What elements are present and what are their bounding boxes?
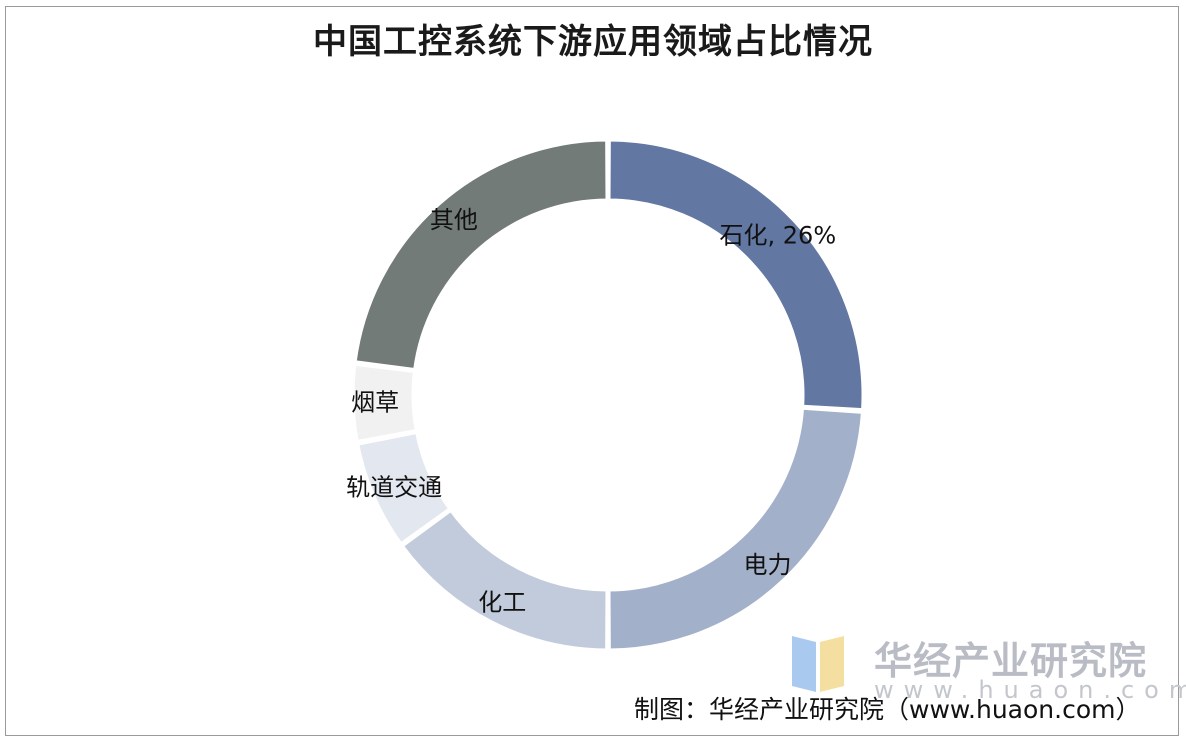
watermark: 华经产业研究院 www.huaon.com [790, 630, 1186, 704]
donut-slice-电力 [607, 406, 865, 652]
donut-slice-轨道交通 [356, 430, 452, 546]
source-credit: 制图：华经产业研究院（www.huaon.com） [634, 695, 1141, 724]
slice-label-电力: 电力 [743, 551, 791, 579]
donut-slice-烟草 [351, 362, 419, 444]
donut-slice-石化 [607, 138, 865, 412]
slice-label-化工: 化工 [478, 589, 526, 617]
chart-title: 中国工控系统下游应用领域占比情况 [313, 22, 873, 62]
slice-label-轨道交通: 轨道交通 [346, 474, 442, 502]
donut-slice-化工 [400, 508, 609, 652]
slice-label-石化: 石化, 26% [720, 222, 837, 250]
watermark-url: www.huaon.com [874, 676, 1186, 704]
slice-label-其他: 其他 [430, 206, 478, 234]
donut-slices [351, 138, 865, 652]
donut-slice-其他 [353, 138, 609, 372]
slice-label-烟草: 烟草 [351, 388, 399, 416]
watermark-logo-icon [792, 636, 844, 692]
watermark-name: 华经产业研究院 [874, 639, 1148, 683]
